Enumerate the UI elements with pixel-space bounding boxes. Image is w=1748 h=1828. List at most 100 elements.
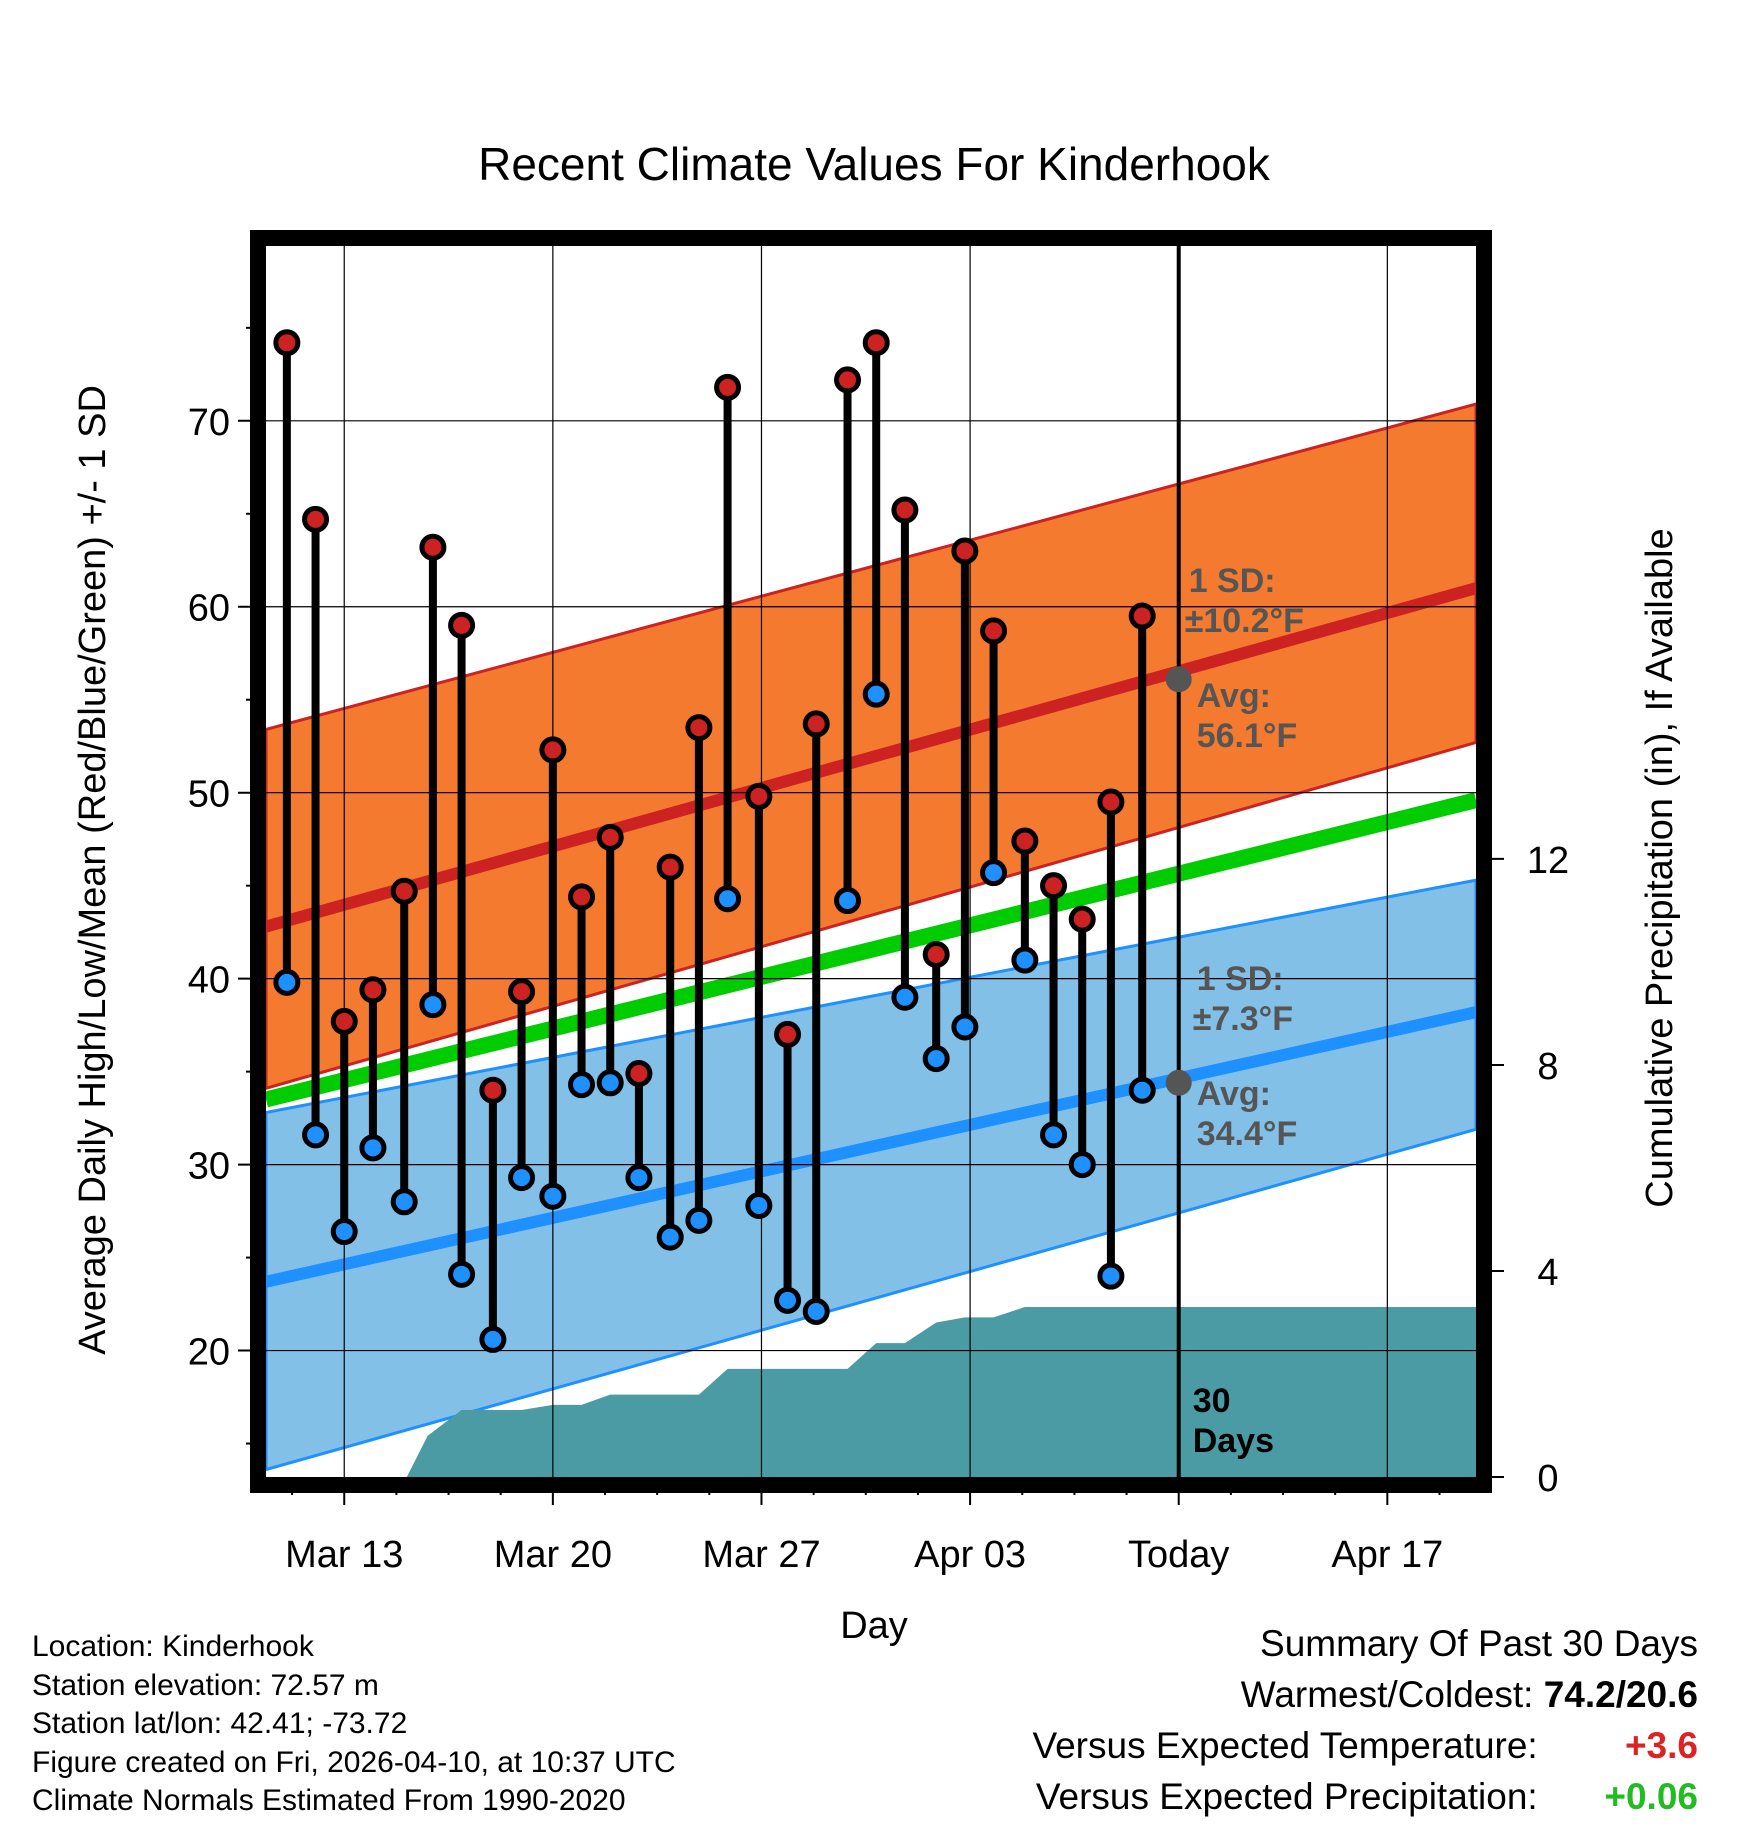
x-tick-label: Mar 27 — [702, 1534, 820, 1576]
high-temp-point — [922, 940, 950, 968]
high-temp-point — [359, 976, 387, 1004]
low-temp-point — [330, 1218, 358, 1246]
high-temp-point — [625, 1059, 653, 1087]
plot-frame — [250, 230, 1492, 1493]
info-latlon: Station lat/lon: 42.41; -73.72 — [32, 1707, 408, 1740]
high-temp-point — [390, 877, 418, 905]
high-temp-point — [714, 373, 742, 401]
low-temp-point — [862, 680, 890, 708]
low-sd-band — [266, 878, 1476, 1472]
low-sd-value: ±7.3°F — [1193, 1000, 1293, 1038]
low-temp-point — [802, 1298, 830, 1326]
low-temp-point — [479, 1325, 507, 1353]
summary-warm-cold: Warmest/Coldest: 74.2/20.6 — [1032, 1669, 1698, 1720]
low-temp-point — [448, 1260, 476, 1288]
low-temp-point — [302, 1121, 330, 1149]
low-temp-point — [596, 1069, 624, 1097]
days-label-text: Days — [1193, 1422, 1274, 1460]
high-sd-label: 1 SD: — [1189, 562, 1276, 600]
info-location: Location: Kinderhook — [32, 1630, 314, 1663]
y2-tick-label: 0 — [1537, 1458, 1558, 1500]
warm-cold-value: 74.2/20.6 — [1543, 1674, 1698, 1715]
high-temp-point — [568, 883, 596, 911]
y2-axis-label: Cumulative Precipitation (in), If Availa… — [1639, 528, 1681, 1207]
y2-tick-label: 8 — [1537, 1046, 1558, 1088]
high-avg-value: 56.1°F — [1197, 717, 1298, 755]
high-temp-point — [1128, 602, 1156, 630]
info-elevation: Station elevation: 72.57 m — [32, 1668, 379, 1702]
y-tick-label: 30 — [188, 1146, 230, 1188]
precip-value: +0.06 — [1604, 1776, 1698, 1817]
y-tick-label: 20 — [188, 1332, 230, 1374]
high-temp-point — [419, 533, 447, 561]
high-temp-point — [685, 714, 713, 742]
y2-tick-label: 12 — [1527, 840, 1569, 882]
low-temp-point — [359, 1134, 387, 1162]
low-avg-label: Avg: — [1197, 1075, 1271, 1113]
low-temp-point — [1011, 946, 1039, 974]
info-created: Figure created on Fri, 2026-04-10, at 10… — [32, 1745, 676, 1779]
low-temp-point — [834, 887, 862, 915]
x-axis-label: Day — [840, 1605, 908, 1647]
precipitation-area — [406, 1307, 1476, 1477]
x-tick-label: Today — [1128, 1534, 1229, 1576]
high-sd-value: ±10.2°F — [1185, 602, 1304, 640]
days-label-number: 30 — [1193, 1382, 1231, 1420]
high-temp-point — [774, 1020, 802, 1048]
low-temp-point — [568, 1071, 596, 1099]
high-temp-point — [980, 617, 1008, 645]
low-sd-label: 1 SD: — [1197, 960, 1284, 998]
high-temp-point — [951, 537, 979, 565]
temp-value: +3.6 — [1624, 1725, 1698, 1766]
high-temp-point — [508, 978, 536, 1006]
y2-tick-label: 4 — [1537, 1252, 1558, 1294]
normal-high-line — [266, 582, 1476, 933]
low-temp-point — [685, 1206, 713, 1234]
summary-panel: Summary Of Past 30 Days Warmest/Coldest:… — [1032, 1618, 1698, 1822]
high-avg-label: Avg: — [1197, 677, 1271, 715]
high-temp-point — [448, 611, 476, 639]
high-avg-point — [1165, 666, 1192, 693]
station-info: Location: Kinderhook Station elevation: … — [32, 1628, 676, 1821]
high-temp-point — [862, 329, 890, 357]
low-temp-point — [980, 859, 1008, 887]
low-temp-point — [891, 983, 919, 1011]
low-temp-point — [951, 1013, 979, 1041]
summary-title: Summary Of Past 30 Days — [1260, 1623, 1698, 1664]
high-temp-point — [479, 1076, 507, 1104]
low-temp-point — [774, 1286, 802, 1314]
low-temp-point — [390, 1188, 418, 1216]
y-tick-label: 60 — [188, 588, 230, 630]
low-temp-point — [539, 1182, 567, 1210]
high-temp-point — [745, 782, 773, 810]
high-temp-point — [330, 1007, 358, 1035]
y-tick-label: 40 — [188, 960, 230, 1002]
y-tick-label: 70 — [188, 402, 230, 444]
low-temp-point — [1097, 1262, 1125, 1290]
y-axis-label: Average Daily High/Low/Mean (Red/Blue/Gr… — [72, 385, 114, 1355]
high-temp-point — [802, 710, 830, 738]
low-temp-point — [508, 1164, 536, 1192]
high-temp-point — [302, 505, 330, 533]
low-avg-point — [1165, 1069, 1192, 1096]
x-tick-label: Apr 03 — [914, 1534, 1026, 1576]
low-temp-point — [745, 1192, 773, 1220]
high-temp-point — [539, 736, 567, 764]
low-temp-point — [625, 1164, 653, 1192]
high-temp-point — [656, 853, 684, 881]
low-temp-point — [656, 1223, 684, 1251]
high-temp-point — [1097, 788, 1125, 816]
low-temp-point — [419, 991, 447, 1019]
high-temp-point — [1040, 872, 1068, 900]
low-avg-value: 34.4°F — [1197, 1115, 1298, 1153]
high-temp-point — [834, 366, 862, 394]
low-temp-point — [1068, 1151, 1096, 1179]
low-temp-point — [1040, 1121, 1068, 1149]
high-temp-point — [273, 329, 301, 357]
low-temp-point — [714, 885, 742, 913]
normal-mean-line — [266, 792, 1476, 1108]
high-temp-point — [1068, 905, 1096, 933]
low-temp-point — [1128, 1076, 1156, 1104]
x-tick-label: Apr 17 — [1331, 1534, 1443, 1576]
